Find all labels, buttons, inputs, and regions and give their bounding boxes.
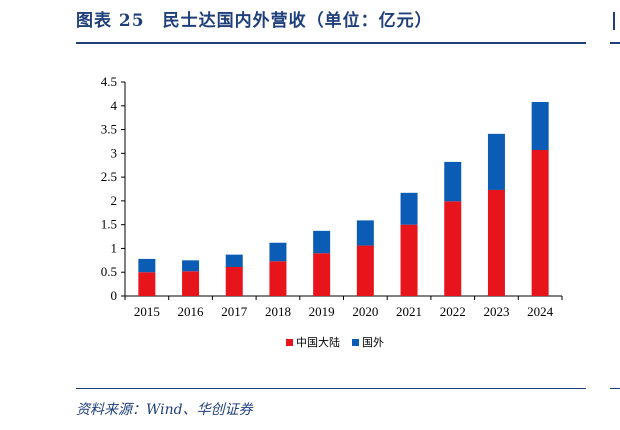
x-tick-label: 2023 bbox=[483, 304, 509, 319]
x-tick-label: 2019 bbox=[309, 304, 335, 319]
x-tick-label: 2016 bbox=[178, 304, 205, 319]
bar-domestic bbox=[269, 261, 287, 296]
y-tick-label: 2.5 bbox=[101, 169, 117, 184]
source-divider bbox=[76, 388, 586, 389]
bar-domestic bbox=[444, 201, 462, 296]
bar-overseas bbox=[531, 101, 549, 151]
x-tick-label: 2024 bbox=[527, 304, 554, 319]
adjacent-panel-source-divider bbox=[610, 388, 620, 389]
y-tick-label: 0 bbox=[111, 288, 118, 303]
bar-overseas bbox=[313, 230, 331, 254]
bar-domestic bbox=[225, 266, 243, 296]
bar-domestic bbox=[138, 272, 156, 296]
x-tick-label: 2017 bbox=[221, 304, 248, 319]
legend-swatch-domestic bbox=[286, 339, 293, 346]
y-tick-label: 4 bbox=[111, 98, 118, 113]
y-tick-label: 3.5 bbox=[101, 122, 117, 137]
legend-swatch-overseas bbox=[352, 339, 359, 346]
y-tick-label: 1 bbox=[111, 240, 118, 255]
x-tick-label: 2018 bbox=[265, 304, 291, 319]
y-tick-label: 1.5 bbox=[101, 217, 117, 232]
bar-overseas bbox=[138, 258, 156, 273]
bar-domestic bbox=[356, 245, 374, 296]
bar-domestic bbox=[182, 271, 200, 296]
bar-domestic bbox=[531, 150, 549, 296]
chart-bars bbox=[138, 101, 549, 296]
y-tick-label: 2 bbox=[111, 193, 118, 208]
legend-label-domestic: 中国大陆 bbox=[296, 335, 340, 349]
bar-overseas bbox=[487, 133, 505, 190]
adjacent-panel-divider bbox=[610, 42, 620, 44]
y-tick-label: 4.5 bbox=[101, 74, 117, 89]
bar-domestic bbox=[313, 253, 331, 296]
bar-domestic bbox=[400, 224, 418, 296]
x-tick-label: 2022 bbox=[440, 304, 466, 319]
source-note: 资料来源：Wind、华创证券 bbox=[76, 402, 253, 418]
bar-domestic bbox=[487, 189, 505, 296]
adjacent-panel-edge bbox=[613, 12, 620, 30]
figure-title: 图表 25 民士达国内外营收（单位：亿元） bbox=[76, 11, 433, 31]
x-tick-label: 2021 bbox=[396, 304, 422, 319]
y-tick-label: 0.5 bbox=[101, 264, 117, 279]
bar-overseas bbox=[400, 192, 418, 225]
legend-label-overseas: 国外 bbox=[362, 336, 384, 349]
bar-overseas bbox=[444, 161, 462, 202]
x-tick-label: 2020 bbox=[352, 304, 378, 319]
chart-legend: 中国大陆 国外 bbox=[286, 335, 384, 349]
bar-overseas bbox=[225, 254, 243, 267]
x-tick-label: 2015 bbox=[134, 304, 160, 319]
bar-overseas bbox=[356, 220, 374, 246]
bar-overseas bbox=[269, 242, 287, 262]
bar-overseas bbox=[182, 260, 200, 272]
y-tick-label: 3 bbox=[111, 145, 118, 160]
chart-axes: 0 0.5 1 1.5 2 2.5 3 3.5 4 4.5 2015 2016 2017 2018 2019… bbox=[101, 74, 563, 319]
title-divider bbox=[76, 42, 586, 44]
